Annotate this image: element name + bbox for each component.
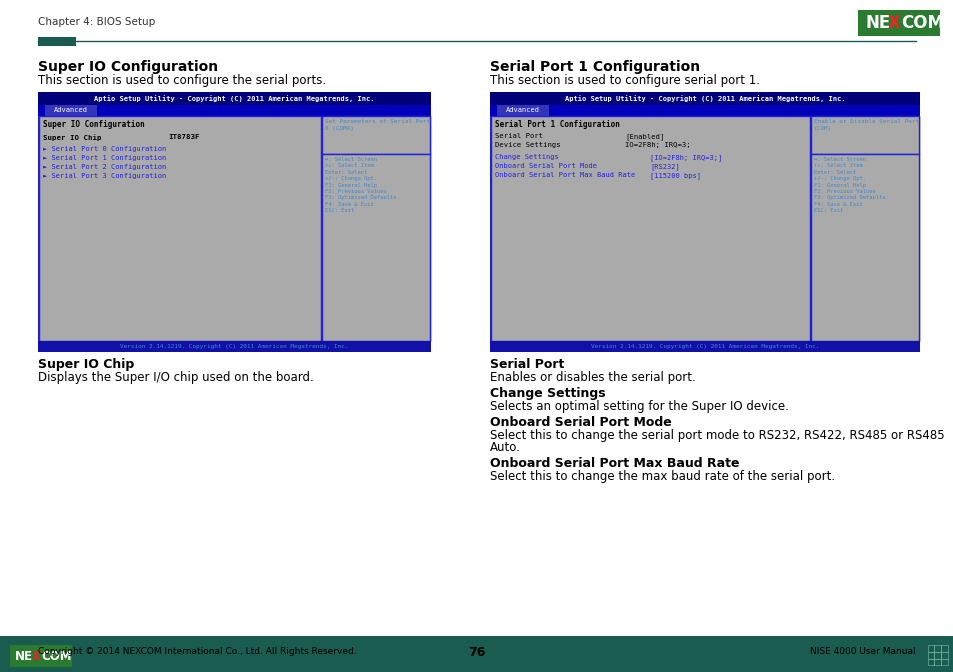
Text: Displays the Super I/O chip used on the board.: Displays the Super I/O chip used on the … <box>38 371 314 384</box>
Text: NISE 4000 User Manual: NISE 4000 User Manual <box>809 648 915 657</box>
Bar <box>491 116 809 341</box>
Bar <box>810 154 918 341</box>
Bar <box>322 154 430 341</box>
Text: Auto.: Auto. <box>490 441 520 454</box>
Text: Advanced: Advanced <box>54 108 88 114</box>
Text: Super IO Chip: Super IO Chip <box>43 134 101 141</box>
Text: Super IO Chip: Super IO Chip <box>38 358 134 371</box>
Bar <box>857 10 939 36</box>
Text: [115200 bps]: [115200 bps] <box>649 172 700 179</box>
Bar <box>490 92 919 352</box>
Text: [RS232]: [RS232] <box>649 163 679 170</box>
Bar <box>38 37 76 46</box>
Text: Super IO Configuration: Super IO Configuration <box>38 60 218 74</box>
Bar <box>38 92 431 105</box>
Text: NE: NE <box>15 650 33 663</box>
Bar <box>39 116 320 341</box>
Bar <box>38 92 431 352</box>
Text: Onboard Serial Port Mode: Onboard Serial Port Mode <box>490 416 671 429</box>
Text: Onboard Serial Port Mode: Onboard Serial Port Mode <box>495 163 597 169</box>
Text: COM: COM <box>41 650 71 663</box>
Bar <box>490 92 919 105</box>
Text: Enables or disables the serial port.: Enables or disables the serial port. <box>490 371 695 384</box>
Text: Chapter 4: BIOS Setup: Chapter 4: BIOS Setup <box>38 17 155 27</box>
Text: Change Settings: Change Settings <box>490 387 605 400</box>
Text: ► Serial Port 0 Configuration: ► Serial Port 0 Configuration <box>43 146 166 152</box>
Text: Select this to change the max baud rate of the serial port.: Select this to change the max baud rate … <box>490 470 834 483</box>
Text: Set Parameters of Serial Port
0 (COMA): Set Parameters of Serial Port 0 (COMA) <box>325 119 430 130</box>
Text: Enable or Disable Serial Port
(COM): Enable or Disable Serial Port (COM) <box>813 119 918 130</box>
Text: Version 2.14.1219. Copyright (C) 2011 American Megatrends, Inc.: Version 2.14.1219. Copyright (C) 2011 Am… <box>590 344 819 349</box>
Bar <box>810 116 918 154</box>
Text: ► Serial Port 3 Configuration: ► Serial Port 3 Configuration <box>43 173 166 179</box>
Text: NE: NE <box>865 14 890 32</box>
Text: X: X <box>32 650 41 663</box>
Text: This section is used to configure serial port 1.: This section is used to configure serial… <box>490 74 760 87</box>
Bar <box>322 116 430 154</box>
Bar <box>38 341 431 352</box>
Text: Aptio Setup Utility - Copyright (C) 2011 American Megatrends, Inc.: Aptio Setup Utility - Copyright (C) 2011… <box>94 95 375 102</box>
Text: Selects an optimal setting for the Super IO device.: Selects an optimal setting for the Super… <box>490 400 788 413</box>
Text: Super IO Configuration: Super IO Configuration <box>43 120 145 129</box>
Bar <box>45 105 97 116</box>
Text: Advanced: Advanced <box>505 108 539 114</box>
Text: Select this to change the serial port mode to RS232, RS422, RS485 or RS485: Select this to change the serial port mo… <box>490 429 943 442</box>
Text: [Enabled]: [Enabled] <box>624 133 663 140</box>
Text: Serial Port: Serial Port <box>495 133 542 139</box>
Text: IT8783F: IT8783F <box>168 134 199 140</box>
Text: ► Serial Port 2 Configuration: ► Serial Port 2 Configuration <box>43 164 166 170</box>
Text: Serial Port: Serial Port <box>490 358 564 371</box>
Text: Onboard Serial Port Max Baud Rate: Onboard Serial Port Max Baud Rate <box>495 172 635 178</box>
Bar <box>322 116 430 341</box>
Bar <box>810 116 918 341</box>
Bar <box>38 105 431 116</box>
Text: ↔: Select Screen
↑↓: Select Item
Enter: Select
+/-: Change Opt.
F1: General Help: ↔: Select Screen ↑↓: Select Item Enter: … <box>325 157 396 213</box>
Bar <box>490 341 919 352</box>
Text: Copyright © 2014 NEXCOM International Co., Ltd. All Rights Reserved.: Copyright © 2014 NEXCOM International Co… <box>38 648 356 657</box>
Text: 76: 76 <box>468 646 485 659</box>
Bar <box>497 105 548 116</box>
Text: ↔: Select Screen
↑↓: Select Item
Enter: Select
+/-: Change Opt.
F1: General Help: ↔: Select Screen ↑↓: Select Item Enter: … <box>813 157 884 213</box>
Text: Onboard Serial Port Max Baud Rate: Onboard Serial Port Max Baud Rate <box>490 457 739 470</box>
Text: COM: COM <box>900 14 943 32</box>
Bar <box>0 636 953 672</box>
Text: Version 2.14.1219. Copyright (C) 2011 American Megatrends, Inc.: Version 2.14.1219. Copyright (C) 2011 Am… <box>120 344 349 349</box>
Text: X: X <box>887 14 900 32</box>
Text: ► Serial Port 1 Configuration: ► Serial Port 1 Configuration <box>43 155 166 161</box>
Text: Change Settings: Change Settings <box>495 154 558 160</box>
Text: Serial Port 1 Configuration: Serial Port 1 Configuration <box>490 60 700 74</box>
Text: Aptio Setup Utility - Copyright (C) 2011 American Megatrends, Inc.: Aptio Setup Utility - Copyright (C) 2011… <box>564 95 844 102</box>
Bar <box>490 105 919 116</box>
Text: Device Settings: Device Settings <box>495 142 560 148</box>
Text: [IO=2F8h; IRQ=3;]: [IO=2F8h; IRQ=3;] <box>649 154 721 161</box>
Bar <box>927 645 947 665</box>
Bar <box>10 645 71 667</box>
Text: IO=2F8h; IRQ=3;: IO=2F8h; IRQ=3; <box>624 142 690 148</box>
Text: This section is used to configure the serial ports.: This section is used to configure the se… <box>38 74 326 87</box>
Text: Serial Port 1 Configuration: Serial Port 1 Configuration <box>495 120 619 129</box>
